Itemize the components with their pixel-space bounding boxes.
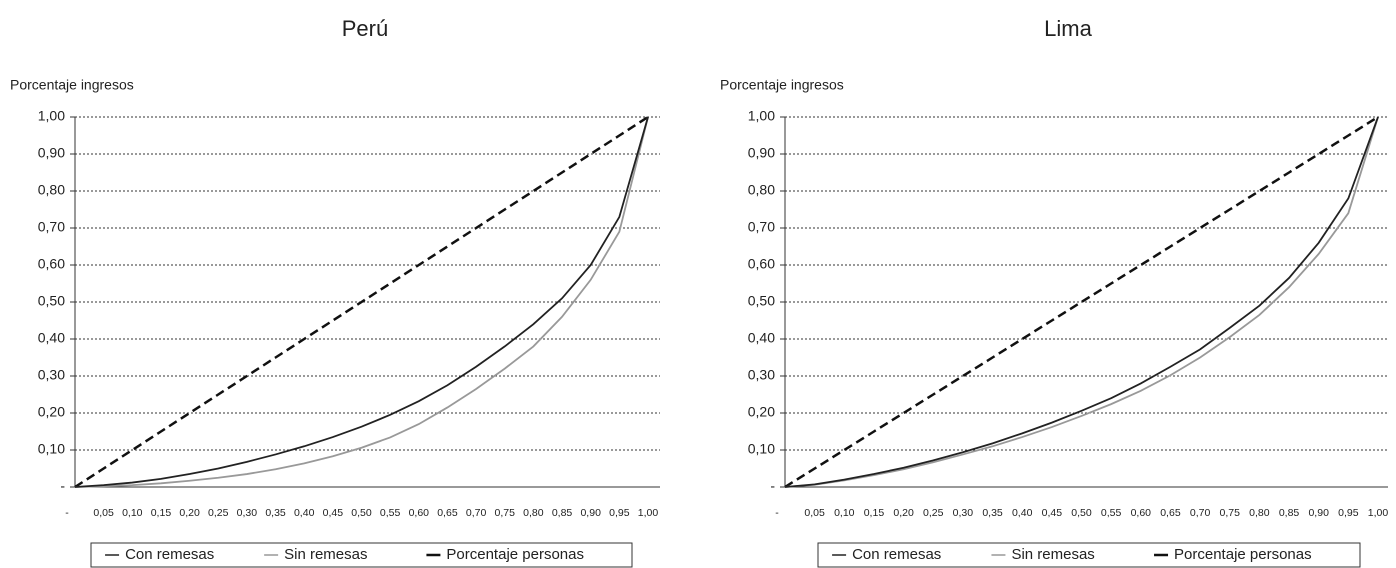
legend-label: Porcentaje personas: [446, 546, 584, 563]
x-tick-label: 0,05: [804, 507, 825, 519]
y-tick-label: 0,30: [748, 367, 775, 383]
legend-box: [817, 542, 1361, 568]
data-line: [784, 115, 1379, 489]
data-line: [784, 116, 1379, 488]
x-tick-label: 0,05: [93, 507, 114, 519]
x-tick-label: 0,40: [294, 507, 315, 519]
y-tick-label: -: [770, 478, 775, 494]
x-tick-label: 0,65: [1160, 507, 1181, 519]
x-tick-label: 0,35: [265, 507, 286, 519]
x-tick-label: 0,60: [409, 507, 430, 519]
data-line: [784, 116, 1379, 488]
y-tick-label: 0,30: [38, 367, 65, 383]
x-tick-label: 0,25: [208, 507, 229, 519]
chart-title: Perú: [342, 16, 388, 41]
x-tick-label: 0,15: [151, 507, 172, 519]
x-tick-label: 0,40: [1012, 507, 1033, 519]
y-tick-label: 0,80: [38, 182, 65, 198]
x-tick-label: 0,35: [982, 507, 1003, 519]
x-tick-label: 0,50: [1071, 507, 1092, 519]
x-tick-label: 0,60: [1131, 507, 1152, 519]
y-tick-label: 0,70: [38, 219, 65, 235]
x-tick-label: 0,80: [1249, 507, 1270, 519]
x-tick-label: 0,10: [122, 507, 143, 519]
x-tick-label: 0,20: [893, 507, 914, 519]
x-tick-label: 0,90: [580, 507, 601, 519]
y-tick-label: 0,50: [748, 293, 775, 309]
y-tick-label: 0,50: [38, 293, 65, 309]
x-tick-label: 0,80: [523, 507, 544, 519]
y-tick-label: 0,90: [38, 145, 65, 161]
y-tick-label: 0,40: [38, 330, 65, 346]
y-tick-label: 1,00: [38, 108, 65, 124]
x-tick-label: 0,45: [1042, 507, 1063, 519]
y-tick-label: 0,60: [748, 256, 775, 272]
x-tick-label: 0,55: [1101, 507, 1122, 519]
y-tick-label: 0,90: [748, 145, 775, 161]
y-axis-label: Porcentaje ingresos: [10, 77, 134, 93]
x-tick-label: 0,90: [1308, 507, 1329, 519]
chart-title: Lima: [1044, 16, 1092, 41]
x-tick-label: 0,50: [351, 507, 372, 519]
y-tick-label: 0,70: [748, 219, 775, 235]
x-tick-label: 0,10: [834, 507, 855, 519]
legend-label: Con remesas: [852, 546, 941, 563]
y-tick-label: -: [60, 478, 65, 494]
x-tick-label: 0,70: [1190, 507, 1211, 519]
data-line: [74, 115, 649, 489]
x-tick-label: 0,85: [552, 507, 573, 519]
x-tick-label: 1,00: [1368, 507, 1389, 519]
y-tick-label: 0,40: [748, 330, 775, 346]
x-tick-label: 0,20: [179, 507, 200, 519]
x-tick-label: 0,30: [237, 507, 258, 519]
legend-box: [90, 542, 633, 568]
y-tick-label: 0,80: [748, 182, 775, 198]
y-tick-label: 0,10: [748, 441, 775, 457]
x-tick-label: 0,95: [609, 507, 630, 519]
y-tick-label: 0,10: [38, 441, 65, 457]
x-tick-label: 0,70: [466, 507, 487, 519]
x-tick-label: 0,15: [864, 507, 885, 519]
y-axis-label: Porcentaje ingresos: [720, 77, 844, 93]
legend-label: Con remesas: [125, 546, 214, 563]
x-tick-label: 0,55: [380, 507, 401, 519]
x-tick-label: 0,75: [1220, 507, 1241, 519]
x-tick-label: 0,85: [1279, 507, 1300, 519]
data-line: [74, 116, 649, 488]
x-tick-label: 0,30: [953, 507, 974, 519]
y-tick-label: 1,00: [748, 108, 775, 124]
x-tick-label: -: [775, 507, 779, 519]
x-tick-label: -: [65, 507, 69, 519]
y-tick-label: 0,20: [748, 404, 775, 420]
legend-label: Porcentaje personas: [1174, 546, 1312, 563]
legend-label: Sin remesas: [1011, 546, 1094, 563]
x-tick-label: 0,95: [1338, 507, 1359, 519]
x-tick-label: 1,00: [638, 507, 659, 519]
legend-label: Sin remesas: [284, 546, 367, 563]
x-tick-label: 0,65: [437, 507, 458, 519]
y-tick-label: 0,60: [38, 256, 65, 272]
y-tick-label: 0,20: [38, 404, 65, 420]
x-tick-label: 0,45: [323, 507, 344, 519]
x-tick-label: 0,75: [495, 507, 516, 519]
x-tick-label: 0,25: [923, 507, 944, 519]
data-line: [74, 116, 649, 488]
